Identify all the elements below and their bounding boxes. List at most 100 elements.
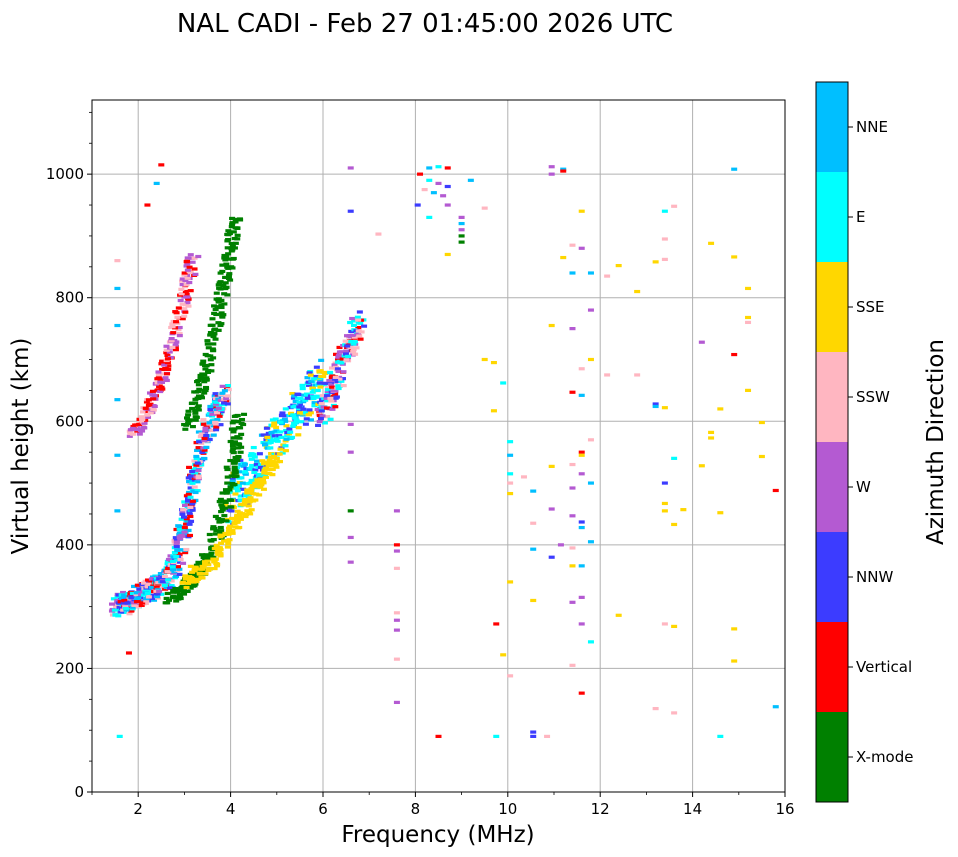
trace-echo — [129, 591, 136, 596]
trace-echo — [209, 347, 216, 351]
echo-point — [578, 367, 585, 371]
trace-echo — [171, 550, 178, 555]
echo-point — [731, 352, 738, 357]
trace-echo — [246, 489, 253, 493]
trace-echo — [195, 446, 202, 450]
trace-echo — [220, 283, 227, 288]
trace-echo — [179, 279, 186, 283]
trace-echo — [192, 411, 199, 415]
trace-echo — [173, 545, 180, 549]
trace-echo — [224, 293, 231, 297]
trace-echo — [218, 303, 225, 307]
x-tick-label: 6 — [318, 800, 328, 818]
trace-echo — [142, 589, 149, 593]
trace-echo — [195, 404, 202, 408]
trace-echo — [332, 377, 339, 381]
trace-echo — [163, 596, 170, 601]
colorbar-tick-label: NNE — [856, 118, 888, 136]
trace-echo — [205, 370, 212, 374]
trace-echo — [229, 477, 236, 482]
trace-echo — [113, 604, 120, 608]
trace-echo — [226, 508, 233, 512]
trace-echo — [229, 257, 236, 261]
trace-echo — [185, 501, 192, 505]
trace-echo — [216, 518, 223, 523]
echo-point — [347, 535, 354, 540]
trace-echo — [178, 287, 185, 291]
grid — [92, 100, 785, 792]
echo-point — [507, 481, 514, 485]
trace-echo — [128, 593, 135, 598]
trace-echo — [282, 419, 289, 423]
trace-echo — [213, 400, 220, 404]
trace-echo — [334, 379, 341, 383]
echo-point — [481, 206, 488, 210]
trace-echo — [210, 356, 217, 360]
trace-echo — [184, 295, 191, 299]
trace-echo — [154, 595, 161, 599]
trace-echo — [336, 345, 343, 350]
trace-echo — [328, 383, 335, 387]
echo-point — [708, 430, 715, 435]
echo-point — [661, 257, 668, 262]
trace-echo — [330, 389, 337, 393]
echo-point — [652, 706, 659, 711]
trace-echo — [156, 577, 163, 581]
trace-echo — [240, 464, 247, 468]
trace-echo — [233, 456, 240, 460]
echo-point — [731, 627, 738, 631]
trace-echo — [210, 433, 217, 437]
trace-echo — [176, 332, 183, 336]
trace-echo — [126, 434, 133, 438]
trace-echo — [269, 467, 276, 472]
trace-echo — [232, 492, 239, 496]
trace-echo — [266, 458, 273, 463]
trace-echo — [165, 566, 172, 571]
trace-echo — [169, 567, 176, 571]
trace-echo — [196, 571, 203, 575]
trace-echo — [158, 592, 165, 596]
trace-echo — [149, 596, 156, 600]
trace-echo — [174, 587, 181, 592]
colorbar-tick-label: SSE — [856, 298, 885, 316]
trace-echo — [169, 559, 176, 563]
trace-echo — [232, 226, 239, 230]
trace-echo — [211, 559, 218, 563]
trace-echo — [242, 497, 249, 502]
trace-echo — [185, 581, 192, 585]
trace-echo — [237, 450, 244, 454]
echo-point — [158, 163, 165, 167]
trace-echo — [291, 416, 298, 420]
trace-echo — [165, 557, 172, 562]
trace-echo — [351, 340, 358, 344]
echo-point — [652, 404, 659, 409]
trace-echo — [291, 394, 298, 398]
trace-echo — [207, 538, 214, 542]
trace-echo — [140, 581, 147, 585]
echo-point — [671, 204, 678, 208]
colorbar-segment — [816, 352, 848, 442]
trace-echo — [328, 399, 335, 403]
colorbar-segment — [816, 442, 848, 532]
echo-point — [507, 580, 514, 584]
trace-echo — [178, 533, 185, 538]
trace-echo — [227, 490, 234, 494]
trace-echo — [182, 550, 189, 555]
trace-echo — [173, 527, 180, 532]
trace-echo — [311, 377, 318, 381]
echo-point — [458, 215, 465, 219]
trace-echo — [189, 425, 196, 429]
trace-echo — [262, 475, 269, 479]
trace-echo — [168, 338, 175, 342]
trace-echo — [212, 327, 219, 331]
trace-echo — [200, 418, 207, 422]
trace-echo — [187, 514, 194, 519]
trace-echo — [111, 608, 118, 612]
trace-echo — [201, 438, 208, 443]
echo-point — [125, 651, 132, 655]
trace-echo — [150, 407, 157, 411]
trace-echo — [144, 578, 151, 582]
trace-echo — [191, 569, 198, 573]
trace-echo — [176, 535, 183, 539]
trace-echo — [115, 593, 122, 597]
